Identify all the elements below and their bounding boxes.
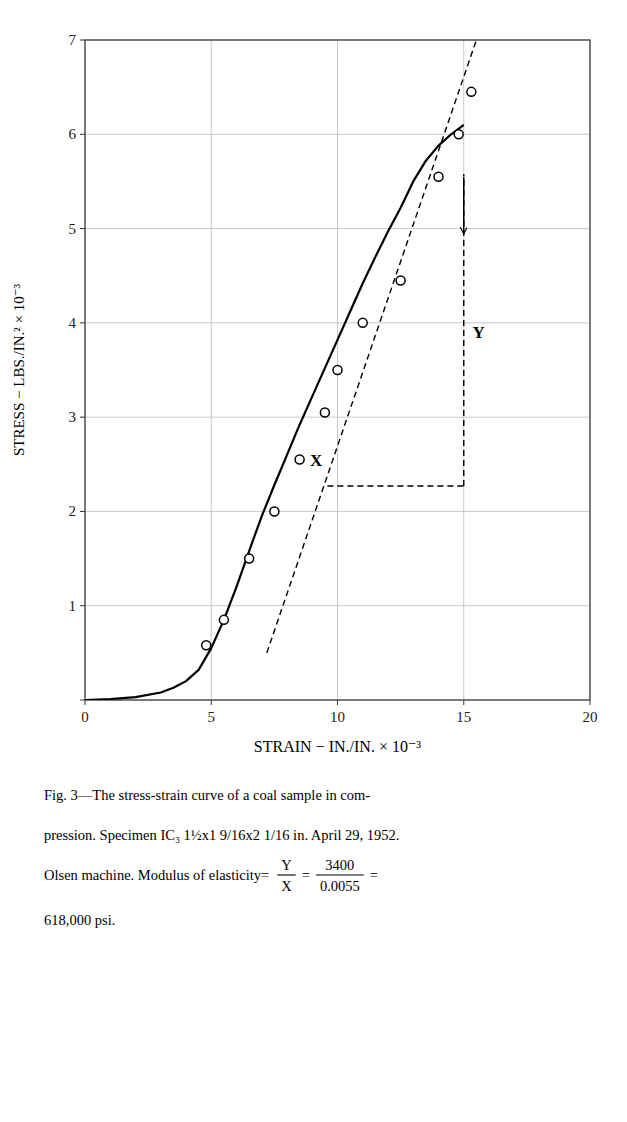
data-point xyxy=(467,87,476,96)
plot-frame xyxy=(85,40,590,700)
caption-operator: = xyxy=(370,867,378,883)
tick-y xyxy=(80,417,85,418)
grid-line-y xyxy=(85,605,590,606)
tick-y xyxy=(80,511,85,512)
tick-x xyxy=(211,700,212,705)
tick-x xyxy=(590,700,591,705)
tick-y xyxy=(80,700,85,701)
tick-y xyxy=(80,40,85,41)
grid-line-y xyxy=(85,322,590,323)
tick-label-y: 7 xyxy=(69,32,77,48)
fraction-bar xyxy=(316,874,364,875)
data-point xyxy=(270,507,279,516)
caption-line: 618,000 psi. xyxy=(44,912,115,928)
tick-y xyxy=(80,605,85,606)
tick-label-y: 1 xyxy=(69,598,77,614)
grid-line-y xyxy=(85,228,590,229)
tick-y xyxy=(80,228,85,229)
grid-line-y xyxy=(85,134,590,135)
caption-denominator: X xyxy=(281,878,292,894)
chart: 051015201234567XYSTRAIN − IN./IN. × 10⁻³… xyxy=(0,0,627,1122)
caption-line: Olsen machine. Modulus of elasticity= xyxy=(44,867,269,883)
grid-line-x xyxy=(211,40,212,700)
dashed-line xyxy=(463,174,464,486)
fraction-bar xyxy=(277,874,295,875)
plot-data xyxy=(85,40,476,700)
tick-y xyxy=(80,322,85,323)
data-point xyxy=(295,455,304,464)
y-axis-label: STRESS − LBS./IN.² × 10⁻³ xyxy=(11,283,27,456)
tick-label-y: 6 xyxy=(69,126,77,142)
dashed-line xyxy=(267,40,477,653)
tick-x xyxy=(85,700,86,705)
caption-operator: = xyxy=(302,867,310,883)
tick-label-y: 4 xyxy=(69,315,77,331)
data-point xyxy=(333,366,342,375)
caption-denominator: 0.0055 xyxy=(320,878,360,894)
data-point xyxy=(358,318,367,327)
tick-label-x: 5 xyxy=(208,709,216,725)
tick-label-x: 0 xyxy=(81,709,89,725)
curve xyxy=(85,125,464,700)
tick-label-x: 10 xyxy=(330,709,345,725)
grid-line-x xyxy=(463,40,464,700)
grid-line-y xyxy=(85,417,590,418)
tick-label-x: 20 xyxy=(583,709,598,725)
data-point xyxy=(396,276,405,285)
tick-label-x: 15 xyxy=(456,709,471,725)
tick-x xyxy=(337,700,338,705)
tick-label-y: 2 xyxy=(69,503,77,519)
tick-x xyxy=(463,700,464,705)
x-axis-label: STRAIN − IN./IN. × 10⁻³ xyxy=(254,738,421,755)
arrow xyxy=(463,177,465,234)
caption-numerator: 3400 xyxy=(325,857,354,873)
data-point xyxy=(219,615,228,624)
data-point xyxy=(245,554,254,563)
grid xyxy=(80,40,590,705)
data-point xyxy=(202,641,211,650)
caption-line: pression. Specimen IC₃ 1½x1 9/16x2 1/16 … xyxy=(44,827,399,843)
caption-line: Fig. 3—The stress-strain curve of a coal… xyxy=(44,787,370,803)
tick-y xyxy=(80,134,85,135)
caption-numerator: Y xyxy=(281,857,292,873)
annotation-label: X xyxy=(310,451,323,470)
dashed-line xyxy=(327,485,463,486)
background xyxy=(0,0,627,1122)
data-point xyxy=(434,172,443,181)
tick-label-y: 3 xyxy=(69,409,77,425)
data-point xyxy=(320,408,329,417)
annotation-label: Y xyxy=(473,323,485,342)
data-point xyxy=(454,130,463,139)
tick-label-y: 5 xyxy=(69,221,77,237)
grid-line-y xyxy=(85,511,590,512)
